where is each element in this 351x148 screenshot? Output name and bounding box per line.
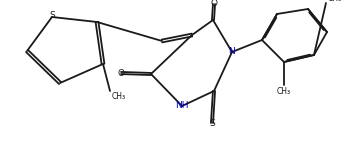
Text: O: O bbox=[118, 69, 125, 78]
Text: S: S bbox=[209, 119, 215, 127]
Text: N: N bbox=[229, 48, 236, 57]
Text: S: S bbox=[49, 11, 55, 20]
Text: O: O bbox=[211, 0, 218, 8]
Text: NH: NH bbox=[175, 102, 189, 111]
Text: CH₃: CH₃ bbox=[112, 92, 126, 101]
Text: CH₃: CH₃ bbox=[328, 0, 342, 3]
Text: CH₃: CH₃ bbox=[277, 87, 291, 96]
